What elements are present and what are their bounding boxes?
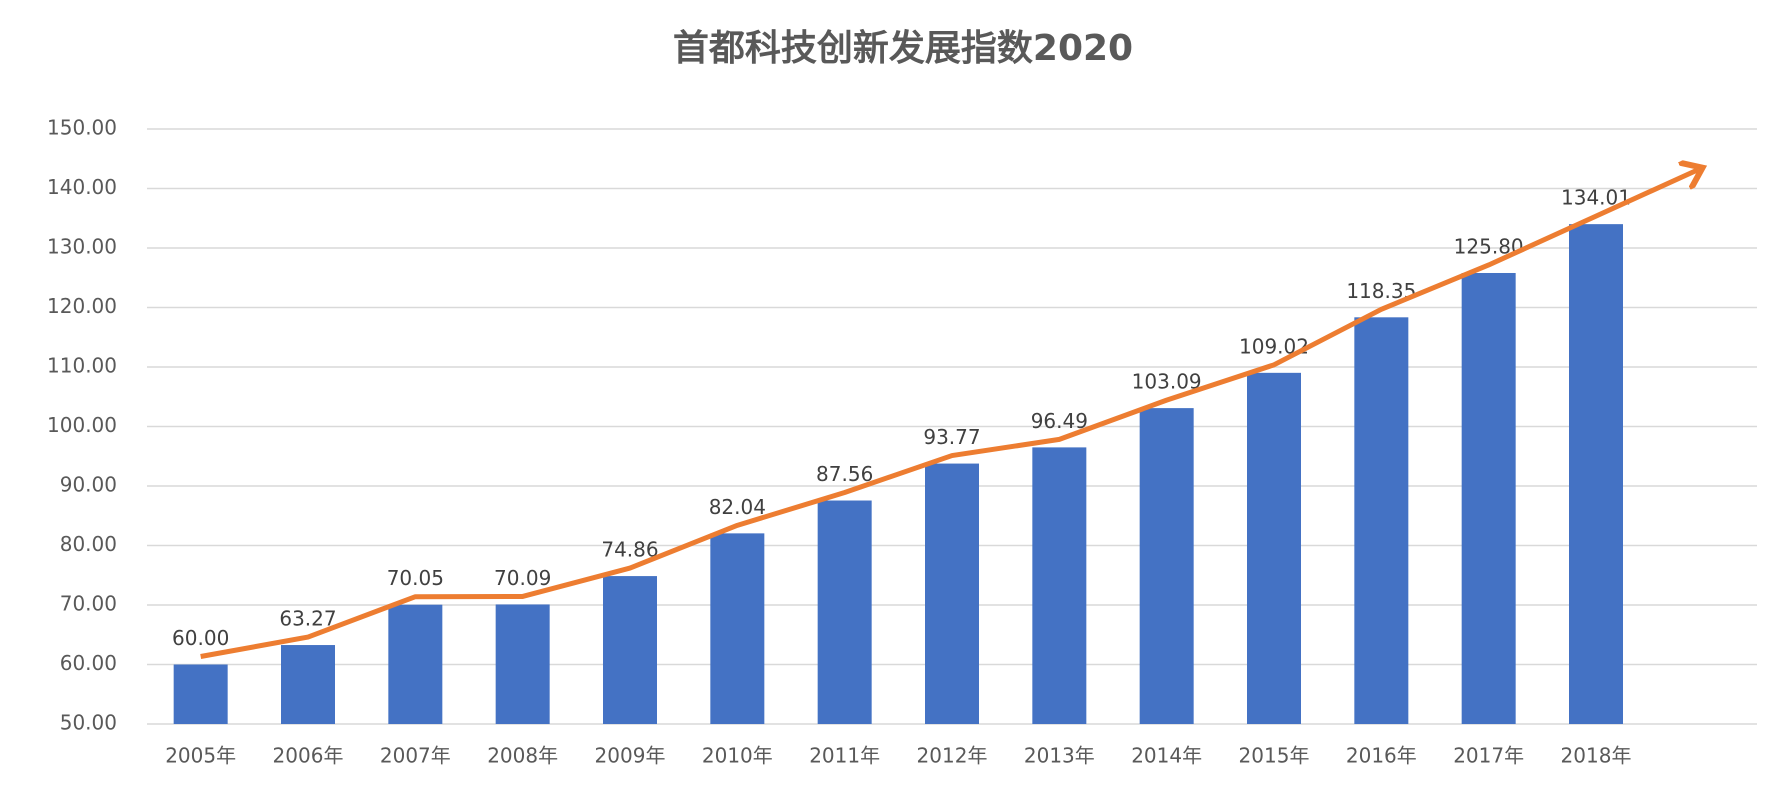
- x-tick-label: 2015年: [1239, 744, 1310, 768]
- bar: [1354, 317, 1409, 724]
- data-label: 125.80: [1454, 234, 1524, 258]
- x-tick-label: 2005年: [165, 744, 236, 768]
- trend-arrow: [200, 170, 1698, 659]
- data-label: 70.09: [494, 566, 551, 590]
- data-label: 63.27: [279, 607, 336, 631]
- x-tick-label: 2013年: [1024, 744, 1095, 768]
- x-tick-label: 2010年: [702, 744, 773, 768]
- y-tick-label: 50.00: [60, 711, 117, 735]
- data-label: 103.09: [1132, 370, 1202, 394]
- data-label: 70.05: [387, 566, 444, 590]
- chart-title: 首都科技创新发展指数2020: [673, 28, 1133, 69]
- bar: [603, 576, 657, 724]
- x-tick-label: 2016年: [1346, 744, 1417, 768]
- x-tick-label: 2017年: [1453, 744, 1524, 768]
- y-tick-label: 140.00: [47, 175, 117, 199]
- x-tick-label: 2018年: [1561, 744, 1632, 768]
- y-tick-label: 90.00: [60, 473, 117, 497]
- x-tick-label: 2007年: [380, 744, 451, 768]
- data-label: 82.04: [709, 495, 766, 519]
- bar: [388, 604, 443, 724]
- bar: [1139, 408, 1194, 724]
- data-label: 87.56: [816, 462, 873, 486]
- y-tick-label: 80.00: [60, 532, 117, 556]
- y-tick-label: 150.00: [47, 116, 117, 140]
- y-tick-label: 70.00: [60, 592, 117, 616]
- data-label: 60.00: [172, 626, 229, 650]
- bar: [817, 500, 872, 724]
- bar: [495, 604, 550, 724]
- bar: [925, 463, 979, 724]
- x-tick-label: 2008年: [487, 744, 558, 768]
- x-tick-label: 2006年: [273, 744, 344, 768]
- x-tick-label: 2011年: [809, 744, 880, 768]
- bar: [281, 645, 335, 724]
- bar: [1247, 372, 1301, 724]
- x-tick-label: 2014年: [1131, 744, 1202, 768]
- bar: [173, 664, 228, 724]
- data-label: 93.77: [923, 425, 980, 449]
- x-tick-label: 2009年: [595, 744, 666, 768]
- x-tick-label: 2012年: [917, 744, 988, 768]
- y-tick-label: 100.00: [47, 413, 117, 437]
- bar: [1032, 447, 1087, 724]
- data-label: 96.49: [1031, 409, 1088, 433]
- y-tick-label: 110.00: [47, 354, 117, 378]
- data-label: 74.86: [601, 538, 658, 562]
- bar: [1569, 224, 1623, 724]
- y-tick-label: 130.00: [47, 235, 117, 259]
- bar: [710, 533, 765, 724]
- y-tick-label: 60.00: [60, 651, 117, 675]
- bar: [1461, 272, 1516, 724]
- y-tick-label: 120.00: [47, 294, 117, 318]
